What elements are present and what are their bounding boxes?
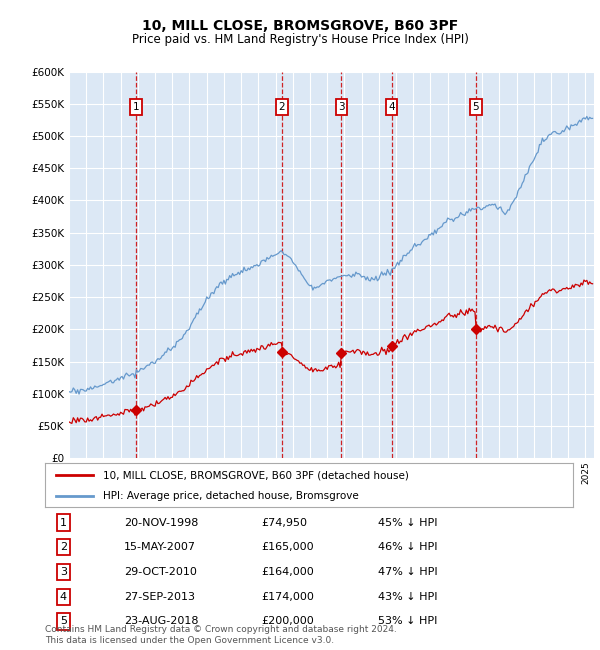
Text: £164,000: £164,000	[262, 567, 314, 577]
Text: 3: 3	[338, 102, 345, 112]
Text: 1: 1	[60, 517, 67, 528]
Text: 43% ↓ HPI: 43% ↓ HPI	[377, 592, 437, 602]
Text: 5: 5	[60, 616, 67, 627]
Text: 3: 3	[60, 567, 67, 577]
Text: 10, MILL CLOSE, BROMSGROVE, B60 3PF (detached house): 10, MILL CLOSE, BROMSGROVE, B60 3PF (det…	[103, 470, 409, 480]
Text: 10, MILL CLOSE, BROMSGROVE, B60 3PF: 10, MILL CLOSE, BROMSGROVE, B60 3PF	[142, 20, 458, 34]
Text: £74,950: £74,950	[262, 517, 307, 528]
Text: 2: 2	[60, 542, 67, 552]
Text: Price paid vs. HM Land Registry's House Price Index (HPI): Price paid vs. HM Land Registry's House …	[131, 32, 469, 46]
Text: £200,000: £200,000	[262, 616, 314, 627]
Text: 2: 2	[278, 102, 285, 112]
Text: Contains HM Land Registry data © Crown copyright and database right 2024.
This d: Contains HM Land Registry data © Crown c…	[45, 625, 397, 645]
Text: 45% ↓ HPI: 45% ↓ HPI	[377, 517, 437, 528]
Text: 20-NOV-1998: 20-NOV-1998	[124, 517, 199, 528]
Text: 4: 4	[388, 102, 395, 112]
Text: 4: 4	[60, 592, 67, 602]
Text: 15-MAY-2007: 15-MAY-2007	[124, 542, 196, 552]
Text: 23-AUG-2018: 23-AUG-2018	[124, 616, 199, 627]
Text: £174,000: £174,000	[262, 592, 314, 602]
Text: 53% ↓ HPI: 53% ↓ HPI	[377, 616, 437, 627]
Text: 46% ↓ HPI: 46% ↓ HPI	[377, 542, 437, 552]
Text: 29-OCT-2010: 29-OCT-2010	[124, 567, 197, 577]
Text: 27-SEP-2013: 27-SEP-2013	[124, 592, 195, 602]
Text: 5: 5	[473, 102, 479, 112]
Text: £165,000: £165,000	[262, 542, 314, 552]
Text: 1: 1	[133, 102, 139, 112]
Text: HPI: Average price, detached house, Bromsgrove: HPI: Average price, detached house, Brom…	[103, 491, 359, 501]
Text: 47% ↓ HPI: 47% ↓ HPI	[377, 567, 437, 577]
